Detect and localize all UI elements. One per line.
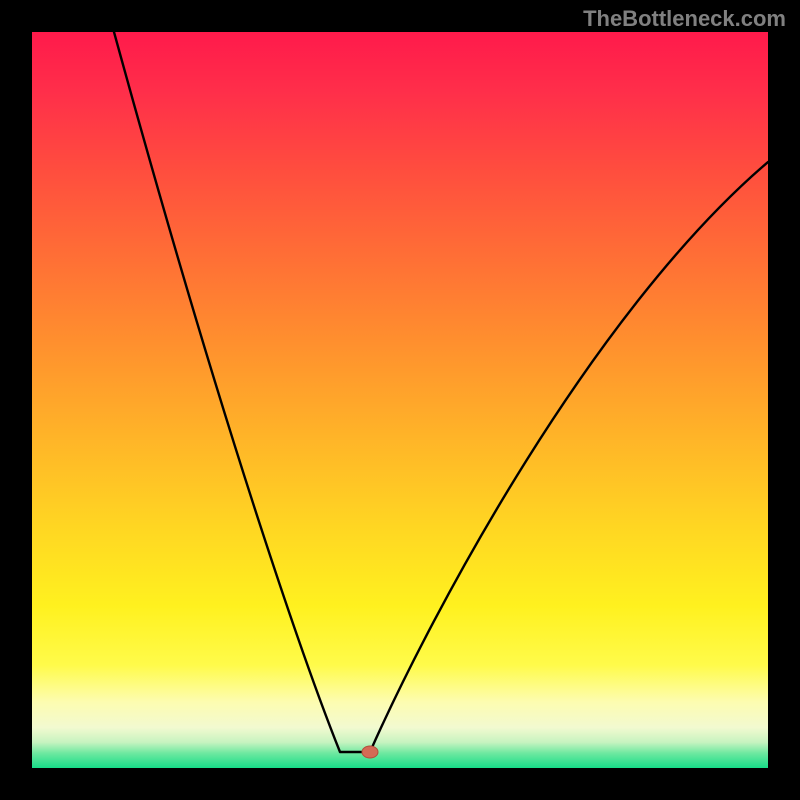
image-root: TheBottleneck.com — [0, 0, 800, 800]
watermark-text: TheBottleneck.com — [583, 6, 786, 32]
bottleneck-curve — [114, 32, 768, 752]
minimum-marker — [362, 746, 378, 758]
plot-area — [32, 32, 768, 768]
curve-layer — [32, 32, 768, 768]
